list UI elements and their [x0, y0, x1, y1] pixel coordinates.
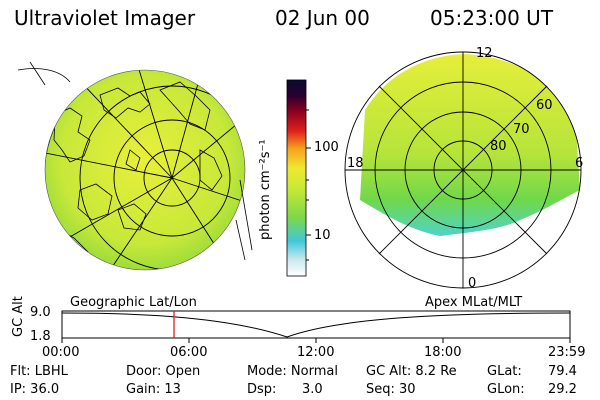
filter-info: Flt: LBHL [10, 364, 68, 379]
xtick-1800: 18:00 [424, 345, 462, 360]
dsp-label: Dsp: [247, 382, 277, 397]
seq-info: Seq: 30 [366, 382, 416, 397]
glon-value: 29.2 [548, 382, 577, 397]
xtick-2359: 23:59 [548, 345, 586, 360]
altitude-plot [61, 310, 571, 343]
colorbar-tick-100: 100 [314, 140, 339, 155]
glat-label: GLat: [487, 364, 522, 379]
mlt-label-0: 0 [468, 276, 477, 291]
lat-label-70: 70 [513, 122, 530, 137]
mlt-label-6: 6 [575, 156, 584, 171]
right-map-caption: Apex MLat/MLT [425, 295, 523, 310]
colorbar-scale [286, 79, 307, 277]
xtick-1200: 12:00 [297, 345, 335, 360]
glat-value: 79.4 [548, 364, 577, 379]
colorbar [286, 79, 311, 277]
colorbar-unit-label: photon cm⁻²s⁻¹ [258, 139, 273, 240]
altitude-curve [61, 312, 571, 338]
mlt-label-18: 18 [347, 156, 364, 171]
geographic-map [17, 61, 253, 271]
altitude-ylabel: GC Alt [11, 296, 26, 337]
lat-label-60: 60 [536, 98, 553, 113]
polar-plot [344, 51, 582, 289]
mode-info: Mode: Normal [247, 364, 338, 379]
glon-label: GLon: [487, 382, 525, 397]
time-label: 05:23:00 UT [430, 6, 554, 30]
lat-label-80: 80 [490, 139, 507, 154]
xtick-0000: 00:00 [42, 345, 80, 360]
ip-info: IP: 36.0 [10, 382, 60, 397]
app-title: Ultraviolet Imager [14, 6, 196, 30]
gain-info: Gain: 13 [126, 382, 181, 397]
gc-alt-info: GC Alt: 8.2 Re [366, 364, 457, 379]
altitude-ytick-1.8: 1.8 [30, 329, 51, 344]
auroral-oval [360, 54, 580, 236]
altitude-ytick-9: 9.0 [30, 305, 51, 320]
date-label: 02 Jun 00 [275, 6, 370, 30]
dsp-value: 3.0 [302, 382, 323, 397]
xtick-0600: 06:00 [170, 345, 208, 360]
colorbar-tick-10: 10 [314, 228, 331, 243]
left-map-caption: Geographic Lat/Lon [70, 295, 197, 310]
mlt-label-12: 12 [476, 46, 493, 61]
door-info: Door: Open [126, 364, 201, 379]
